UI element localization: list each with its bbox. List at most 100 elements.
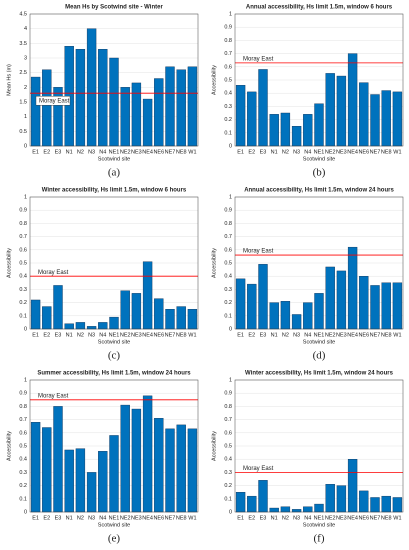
bar [176, 69, 186, 147]
y-tick-label: 0.6 [224, 247, 232, 253]
bar [325, 266, 335, 330]
y-tick-label: 2.5 [19, 70, 27, 76]
x-tick-label: NE2 [325, 149, 336, 155]
x-axis-label: Scotwind site [303, 522, 335, 528]
x-tick-label: N2 [282, 332, 289, 338]
bar [336, 270, 347, 330]
panel-label: (e) [108, 533, 121, 545]
bar [86, 326, 97, 330]
x-tick-label: E1 [237, 515, 244, 521]
bar [359, 490, 369, 513]
plot-frame [29, 196, 199, 330]
y-tick-label: 0.8 [224, 221, 232, 227]
y-tick-label: 0.4 [224, 91, 232, 97]
x-axis-label: Scotwind site [98, 156, 130, 162]
bar [165, 309, 175, 330]
bar [42, 306, 52, 330]
x-tick-label: NE1 [314, 332, 325, 338]
x-tick-label: NE3 [131, 515, 142, 521]
bar [303, 114, 313, 147]
x-tick-label: E1 [32, 515, 39, 521]
y-tick-label: 0.4 [224, 457, 232, 463]
panel-label: (f) [314, 533, 325, 545]
x-tick-label: NE2 [325, 515, 336, 521]
bar [75, 49, 86, 147]
x-tick-label: E2 [248, 332, 255, 338]
y-tick-label: 0.4 [224, 274, 232, 280]
bar [336, 75, 347, 147]
y-tick-label: 4 [24, 26, 27, 32]
panel-label: (d) [313, 350, 326, 362]
bar [314, 293, 324, 330]
y-axis-label: Mean Hs (m) [6, 64, 12, 96]
bar [370, 285, 380, 330]
x-tick-label: N4 [99, 149, 106, 155]
bar [120, 404, 130, 513]
x-tick-label: N3 [88, 515, 95, 521]
y-tick-label: 0.2 [224, 117, 232, 123]
y-tick-label: 1 [229, 11, 232, 17]
bar [381, 282, 391, 330]
y-tick-label: 1 [24, 114, 27, 120]
bar [75, 448, 86, 513]
bar [235, 278, 246, 330]
x-tick-label: W1 [393, 332, 401, 338]
x-axis-label: Scotwind site [98, 339, 130, 345]
x-tick-label: W1 [393, 149, 401, 155]
y-tick-label: 2 [24, 85, 27, 91]
x-tick-label: W1 [188, 332, 196, 338]
bar [154, 298, 164, 330]
y-tick-label: 0.2 [224, 300, 232, 306]
y-tick-label: 0 [229, 326, 232, 332]
bar [42, 69, 52, 147]
bar [314, 103, 324, 147]
x-tick-label: N1 [271, 149, 278, 155]
bar [291, 125, 302, 147]
bar [98, 49, 108, 147]
bar [30, 299, 41, 330]
x-tick-label: NE1 [314, 149, 325, 155]
x-tick-label: NE6 [358, 515, 369, 521]
bar [347, 459, 358, 513]
x-tick-label: E3 [260, 515, 267, 521]
x-tick-label: E3 [55, 515, 62, 521]
y-tick-label: 1.5 [19, 99, 27, 105]
bar [280, 301, 291, 330]
bar [325, 73, 335, 147]
x-tick-label: W1 [393, 515, 401, 521]
x-tick-label: NE6 [358, 149, 369, 155]
x-tick-label: NE4 [142, 515, 153, 521]
bar [235, 85, 246, 147]
y-tick-label: 0.6 [224, 64, 232, 70]
x-tick-label: N4 [304, 149, 311, 155]
y-tick-label: 0.5 [19, 129, 27, 135]
bar [165, 66, 175, 147]
y-tick-label: 0.4 [19, 457, 27, 463]
x-tick-label: NE3 [131, 332, 142, 338]
bar [392, 497, 403, 513]
x-tick-label: N3 [293, 515, 300, 521]
bar [258, 480, 268, 513]
bar [42, 427, 52, 513]
x-tick-label: E2 [248, 515, 255, 521]
x-tick-label: N3 [88, 332, 95, 338]
x-tick-label: N2 [77, 515, 84, 521]
bar [258, 264, 268, 330]
x-tick-label: N3 [88, 149, 95, 155]
bar [280, 112, 291, 147]
x-tick-label: N2 [77, 332, 84, 338]
x-tick-label: E1 [237, 332, 244, 338]
bar [269, 302, 279, 330]
x-tick-label: E2 [43, 149, 50, 155]
y-tick-label: 1 [24, 377, 27, 383]
y-tick-label: 0.3 [224, 104, 232, 110]
x-tick-label: NE4 [142, 149, 153, 155]
y-tick-label: 0.3 [19, 287, 27, 293]
bar [176, 306, 186, 330]
reference-label: Moray East [243, 249, 274, 255]
chart-title: Annual accessibility, Hs limit 1.5m, win… [244, 188, 394, 194]
x-tick-label: E2 [43, 515, 50, 521]
bar [86, 28, 97, 147]
x-tick-label: NE4 [347, 332, 358, 338]
x-tick-label: NE8 [381, 332, 392, 338]
